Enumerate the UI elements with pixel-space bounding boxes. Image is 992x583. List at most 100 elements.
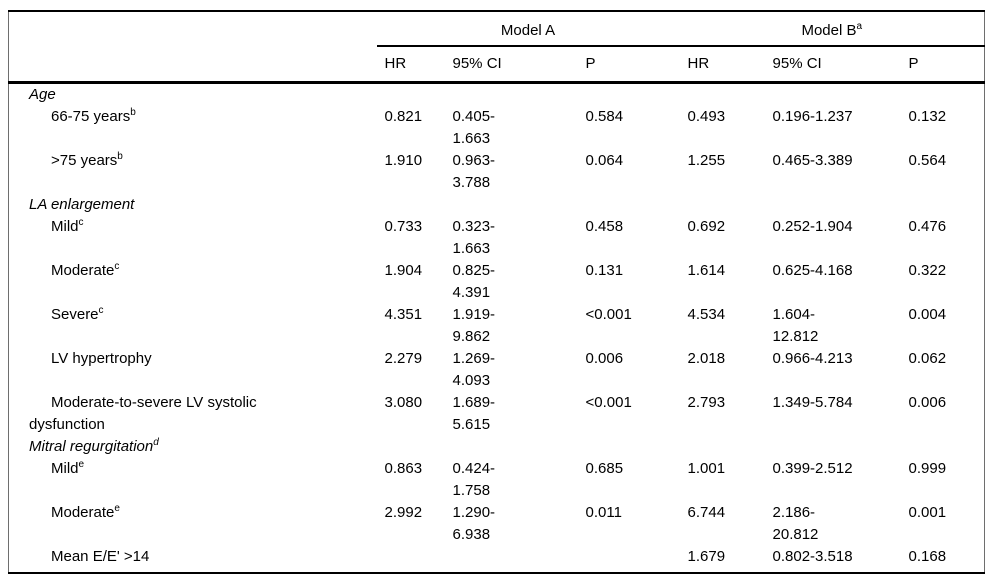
col-header-hr-a: HR [376, 46, 445, 84]
column-header-row: HR 95% CI P HR 95% CI P [8, 46, 985, 84]
superscript: c [114, 261, 120, 272]
hr-cell-model-a: 1.904 [384, 262, 423, 279]
col-header-p-a: P [577, 46, 680, 84]
p-cell-model-b: 0.132 [908, 108, 947, 125]
ci-cell-model-a: 0.323- 1.663 [452, 218, 496, 257]
superscript: c [78, 217, 84, 228]
ci-cell-model-a: 1.290- 6.938 [452, 504, 496, 543]
section-label: LA enlargement [9, 194, 985, 216]
row-label: Severec [9, 304, 377, 348]
section-label-text: Age [29, 86, 56, 103]
row-label: >75 yearsb [9, 150, 377, 194]
row-label-text: Moderate [51, 262, 115, 279]
p-cell-model-a: <0.001 [585, 306, 632, 323]
hr-cell-model-b: 1.614 [687, 262, 726, 279]
table-row: Moderatee 2.992 1.290- 6.938 0.011 6.744… [9, 502, 985, 546]
ci-cell-model-b: 2.186- 20.812 [772, 504, 819, 543]
p-cell-model-a: 0.458 [585, 218, 624, 235]
table-row: >75 yearsb 1.910 0.963- 3.788 0.064 1.25… [9, 150, 985, 194]
ci-cell-model-b: 1.604- 12.812 [772, 306, 819, 345]
row-label: Moderatec [9, 260, 377, 304]
section-label-text: Mitral regurgitation [29, 438, 154, 455]
results-table-container: Model A Model Ba HR 95% CI P HR 95% CI P… [8, 10, 986, 574]
section-label: Age [9, 83, 985, 107]
p-cell-model-a: 0.685 [585, 460, 624, 477]
p-cell-model-a: 0.064 [585, 152, 624, 169]
ci-cell-model-a: 1.269- 4.093 [452, 350, 496, 389]
hr-cell-model-b: 1.001 [687, 460, 726, 477]
ci-cell-model-b: 1.349-5.784 [772, 394, 853, 411]
hr-cell-model-b: 2.793 [687, 394, 726, 411]
hr-cell-model-a: 0.863 [384, 460, 423, 477]
ci-cell-model-a: 0.963- 3.788 [452, 152, 496, 191]
row-label: Mildc [9, 216, 377, 260]
hazard-ratio-table: Model A Model Ba HR 95% CI P HR 95% CI P… [8, 10, 986, 574]
table-row: Moderatec 1.904 0.825- 4.391 0.131 1.614… [9, 260, 985, 304]
p-cell-model-a [578, 546, 680, 573]
ci-cell-model-a [445, 546, 578, 573]
hr-cell-model-b: 0.493 [687, 108, 726, 125]
ci-cell-model-b: 0.802-3.518 [772, 548, 853, 565]
p-cell-model-b: 0.001 [908, 504, 947, 521]
header-spacer [8, 46, 377, 84]
superscript: e [78, 459, 85, 470]
header-spacer [9, 11, 377, 46]
hr-cell-model-b: 6.744 [687, 504, 726, 521]
hr-cell-model-a: 3.080 [384, 394, 423, 411]
ci-cell-model-b: 0.465-3.389 [772, 152, 853, 169]
table-row: Mean E/E' >14 1.679 0.802-3.518 0.168 [9, 546, 985, 573]
table-row: Mildc 0.733 0.323- 1.663 0.458 0.692 0.2… [9, 216, 985, 260]
hr-cell-model-b: 2.018 [687, 350, 726, 367]
p-cell-model-a: 0.131 [585, 262, 624, 279]
col-header-p-b: P [900, 46, 985, 84]
p-cell-model-a: 0.006 [585, 350, 624, 367]
hr-cell-model-b: 1.255 [687, 152, 726, 169]
p-cell-model-b: 0.062 [908, 350, 947, 367]
p-cell-model-a: <0.001 [585, 394, 632, 411]
hr-cell-model-a: 0.733 [384, 218, 423, 235]
hr-cell-model-a [377, 546, 445, 573]
table-row: Moderate-to-severe LV systolic dysfuncti… [9, 392, 985, 436]
section-label-text: LA enlargement [29, 196, 135, 213]
table-row: LV hypertrophy 2.279 1.269- 4.093 0.006 … [9, 348, 985, 392]
p-cell-model-a: 0.011 [585, 504, 622, 521]
row-label: Mean E/E' >14 [9, 546, 377, 573]
superscript: e [114, 503, 120, 514]
row-label-text: >75 years [51, 152, 118, 169]
ci-cell-model-b: 0.625-4.168 [772, 262, 853, 279]
p-cell-model-b: 0.322 [908, 262, 947, 279]
p-cell-model-b: 0.006 [908, 394, 947, 411]
superscript: c [98, 305, 104, 316]
table-row: Severec 4.351 1.919- 9.862 <0.001 4.534 … [9, 304, 985, 348]
hr-cell-model-b: 0.692 [687, 218, 726, 235]
row-label-text: Mean E/E' >14 [51, 548, 150, 565]
col-header-ci-b: 95% CI [764, 46, 901, 84]
row-label: Moderate-to-severe LV systolic dysfuncti… [9, 392, 377, 436]
p-cell-model-b: 0.168 [908, 548, 947, 565]
row-label-text: Mild [51, 460, 79, 477]
row-label-text: LV hypertrophy [51, 350, 152, 367]
model-header-row: Model A Model Ba [9, 11, 985, 47]
section-label: Mitral regurgitationd [9, 436, 985, 458]
hr-cell-model-b: 1.679 [687, 548, 726, 565]
model-b-label: Model B [801, 22, 857, 39]
ci-cell-model-a: 1.689- 5.615 [452, 394, 496, 433]
hr-cell-model-a: 0.821 [384, 108, 423, 125]
row-label: Moderatee [9, 502, 377, 546]
ci-cell-model-a: 1.919- 9.862 [452, 306, 496, 345]
p-cell-model-b: 0.999 [908, 460, 947, 477]
p-cell-model-b: 0.564 [908, 152, 947, 169]
row-label: Milde [9, 458, 377, 502]
model-a-label: Model A [500, 22, 556, 39]
row-label: LV hypertrophy [9, 348, 377, 392]
ci-cell-model-a: 0.424- 1.758 [452, 460, 496, 499]
model-b-superscript: a [856, 21, 863, 32]
row-label-text: Moderate [51, 504, 115, 521]
p-cell-model-a: 0.584 [585, 108, 624, 125]
table-row: Milde 0.863 0.424- 1.758 0.685 1.001 0.3… [9, 458, 985, 502]
section-row-age: Age [9, 83, 985, 107]
ci-cell-model-a: 0.405- 1.663 [452, 108, 496, 147]
ci-cell-model-b: 0.399-2.512 [772, 460, 853, 477]
superscript: b [130, 107, 136, 118]
row-label-text: 66-75 years [51, 108, 131, 125]
